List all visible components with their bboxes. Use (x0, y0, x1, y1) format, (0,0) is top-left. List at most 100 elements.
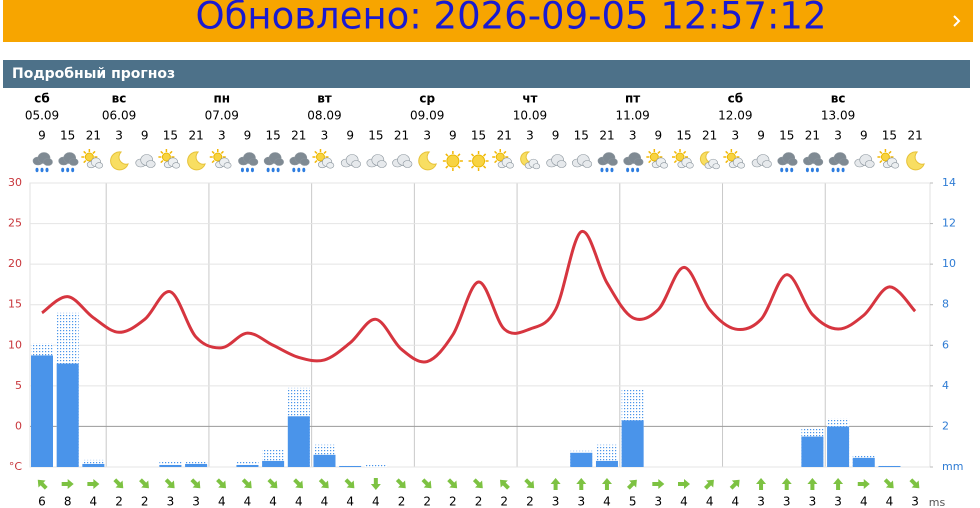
wind-arrow (61, 479, 74, 489)
sun-ray (494, 160, 498, 164)
wind-arrow (472, 478, 483, 489)
wind-speed: 4 (886, 495, 894, 508)
rain-drop (61, 167, 65, 173)
sun-ray (92, 150, 96, 154)
rain-drop (780, 167, 784, 173)
hour-label: 15 (574, 129, 589, 143)
y-tick-label: °C (9, 460, 23, 473)
arrow-shape (37, 479, 48, 490)
cloud-part (712, 163, 720, 170)
day-name: вт (317, 92, 332, 106)
cloud-part (506, 162, 514, 169)
weather-icon (597, 152, 618, 173)
cloud-part (274, 158, 284, 166)
wind-speed: 4 (295, 495, 303, 508)
precip-bar (570, 452, 593, 467)
wind-speed: 4 (269, 495, 277, 508)
moon (110, 151, 129, 171)
wind-arrow (704, 479, 714, 490)
weather-icon (110, 151, 129, 171)
rain-drop (40, 167, 44, 173)
arrow-shape (576, 478, 587, 490)
updated-stamp: Обновлено: 2026-09-05 12:57:12 (195, 0, 826, 38)
arrow-shape (626, 479, 637, 490)
sun (213, 152, 223, 162)
cloud-part (351, 160, 361, 168)
y-tick-label: 10 (8, 338, 22, 351)
arrow-shape (318, 478, 329, 489)
day-name: сб (34, 92, 50, 106)
arrow-shape (447, 478, 458, 489)
section-header (3, 60, 970, 88)
hour-label: 9 (346, 129, 354, 143)
rain-drop (805, 167, 809, 173)
rain-drop (302, 167, 306, 173)
day-name: вс (112, 92, 127, 106)
cloud-part (43, 158, 53, 166)
wind-arrow (601, 478, 612, 490)
wind-arrow (190, 478, 201, 489)
sun-ray (888, 150, 892, 154)
wind-speed: 2 (141, 495, 149, 508)
arrow-shape (652, 479, 665, 489)
wind-speed: 6 (38, 495, 46, 508)
cloud-part (532, 163, 541, 170)
wind-speed: 5 (629, 495, 637, 508)
hour-label: 9 (449, 129, 457, 143)
wind-arrow (370, 478, 381, 490)
sun-ray (673, 150, 677, 154)
arrow-shape (113, 478, 124, 489)
precip-max-bar (236, 460, 259, 467)
weather-icon (81, 149, 104, 169)
sun (315, 152, 325, 162)
precip-bar (621, 420, 644, 467)
weather-icon (854, 154, 875, 168)
rain-drop (636, 167, 640, 173)
rain-drop (240, 167, 244, 173)
wind-arrow (857, 479, 870, 489)
wind-speed: 3 (552, 495, 560, 508)
sun-ray (879, 160, 883, 164)
rain-drop (815, 167, 819, 173)
rain-drop (71, 167, 75, 173)
arrow-shape (267, 478, 278, 489)
day-date: 13.09 (821, 109, 855, 123)
wind-arrow (909, 478, 920, 489)
cloud-part (326, 162, 335, 169)
hour-label: 15 (368, 129, 383, 143)
temperature-line (41, 230, 917, 364)
y-tick-label: 25 (8, 217, 22, 230)
arrow-shape (601, 478, 612, 490)
warning-banner[interactable] (3, 0, 973, 42)
hour-label: 3 (526, 129, 534, 143)
wind-speed: 4 (244, 495, 252, 508)
weather-icon (418, 151, 438, 171)
day-date: 09.09 (410, 109, 444, 123)
hour-label: 3 (115, 129, 123, 143)
wind-speed: 4 (321, 495, 329, 508)
wind-arrow (139, 478, 149, 489)
day-date: 12.09 (718, 109, 752, 123)
sun-ray (725, 150, 729, 154)
rain-drop (66, 167, 70, 173)
y-tick-label: 15 (8, 298, 22, 311)
rain-drop (790, 167, 794, 173)
weather-icon (32, 152, 53, 173)
wind-speed: 4 (603, 495, 611, 508)
wind-arrow (216, 478, 227, 489)
wind-arrow (524, 478, 535, 489)
precip-bar (313, 454, 336, 467)
precip-bar (82, 463, 105, 467)
sun-ray (470, 153, 475, 157)
arrow-shape (61, 479, 74, 489)
arrow-shape (190, 478, 201, 489)
cloud-part (864, 160, 875, 168)
rain-drop (35, 167, 39, 173)
wind-arrow (756, 478, 767, 490)
arrow-shape (524, 478, 535, 489)
chevron[interactable] (953, 15, 961, 27)
arrow-shape (909, 478, 920, 489)
day-name: пт (625, 92, 640, 106)
sun-ray (169, 150, 173, 154)
